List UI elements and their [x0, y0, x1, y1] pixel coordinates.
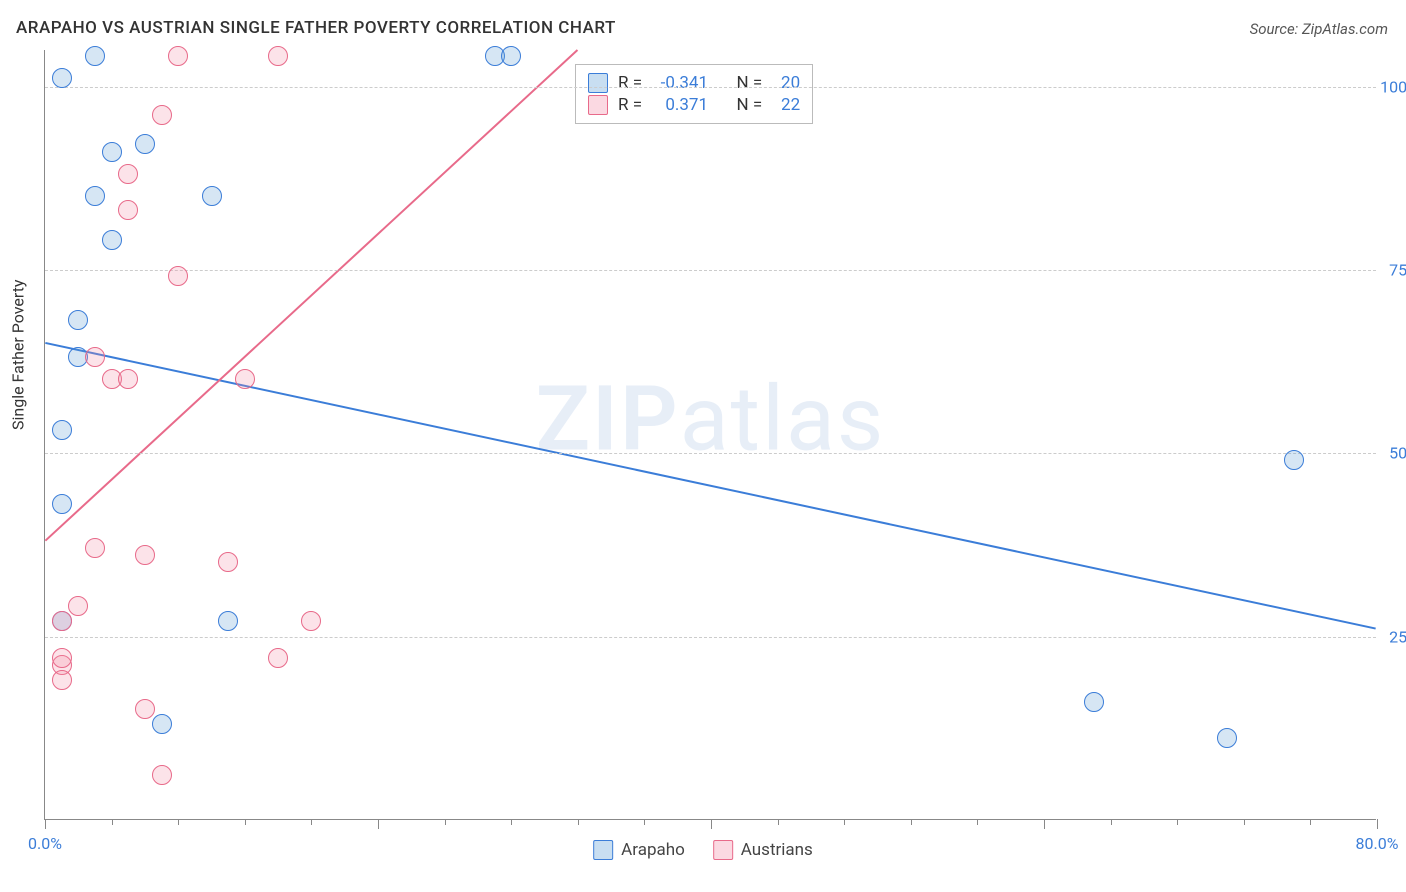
xtick-label: 0.0%: [28, 834, 62, 853]
label-r: R =: [618, 73, 642, 93]
data-point: [301, 611, 321, 631]
austrians-r-value: 0.371: [652, 95, 708, 115]
xtick-major: [1377, 819, 1378, 829]
xtick-minor: [178, 819, 179, 825]
data-point: [85, 347, 105, 367]
xtick-minor: [911, 819, 912, 825]
xtick-label: 80.0%: [1356, 834, 1399, 853]
data-point: [235, 369, 255, 389]
gridline-h: [45, 637, 1376, 638]
data-point: [85, 46, 105, 66]
xtick-minor: [644, 819, 645, 825]
data-point: [1284, 450, 1304, 470]
data-point: [268, 648, 288, 668]
xtick-minor: [511, 819, 512, 825]
gridline-h: [45, 270, 1376, 271]
legend-label-arapaho: Arapaho: [621, 840, 685, 860]
data-point: [118, 164, 138, 184]
y-axis-label: Single Father Poverty: [9, 279, 28, 430]
ytick-label: 50.0%: [1389, 444, 1406, 463]
gridline-h: [45, 453, 1376, 454]
xtick-minor: [445, 819, 446, 825]
data-point: [102, 142, 122, 162]
data-point: [152, 714, 172, 734]
arapaho-r-value: -0.341: [652, 73, 708, 93]
data-point: [102, 230, 122, 250]
trend-lines: [45, 50, 1376, 819]
xtick-minor: [1244, 819, 1245, 825]
data-point: [52, 611, 72, 631]
stats-row-arapaho: R = -0.341 N = 20: [588, 73, 800, 93]
arapaho-n-value: 20: [772, 73, 800, 93]
data-point: [268, 46, 288, 66]
data-point: [52, 68, 72, 88]
bottom-legend: Arapaho Austrians: [593, 840, 813, 860]
xtick-minor: [1111, 819, 1112, 825]
xtick-minor: [311, 819, 312, 825]
legend-swatch-arapaho: [593, 840, 613, 860]
data-point: [118, 200, 138, 220]
xtick-minor: [778, 819, 779, 825]
data-point: [202, 186, 222, 206]
stats-row-austrians: R = 0.371 N = 22: [588, 95, 800, 115]
legend-item-austrians: Austrians: [713, 840, 813, 860]
data-point: [85, 538, 105, 558]
xtick-major: [1044, 819, 1045, 829]
swatch-arapaho: [588, 73, 608, 93]
xtick-minor: [112, 819, 113, 825]
chart-title: ARAPAHO VS AUSTRIAN SINGLE FATHER POVERT…: [16, 18, 616, 38]
data-point: [135, 699, 155, 719]
data-point: [168, 46, 188, 66]
data-point: [218, 552, 238, 572]
data-point: [135, 134, 155, 154]
xtick-major: [45, 819, 46, 829]
data-point: [152, 765, 172, 785]
ytick-label: 25.0%: [1389, 627, 1406, 646]
austrians-n-value: 22: [772, 95, 800, 115]
gridline-h: [45, 87, 1376, 88]
data-point: [1217, 728, 1237, 748]
data-point: [52, 648, 72, 668]
legend-item-arapaho: Arapaho: [593, 840, 685, 860]
data-point: [152, 105, 172, 125]
xtick-minor: [1310, 819, 1311, 825]
ytick-label: 75.0%: [1389, 261, 1406, 280]
data-point: [52, 670, 72, 690]
xtick-minor: [844, 819, 845, 825]
label-r: R =: [618, 95, 642, 115]
xtick-major: [711, 819, 712, 829]
data-point: [68, 310, 88, 330]
data-point: [501, 46, 521, 66]
data-point: [68, 596, 88, 616]
label-n: N =: [736, 73, 762, 93]
trend-line-austrians: [45, 50, 577, 541]
data-point: [52, 420, 72, 440]
data-point: [218, 611, 238, 631]
data-point: [52, 494, 72, 514]
data-point: [118, 369, 138, 389]
data-point: [1084, 692, 1104, 712]
xtick-minor: [578, 819, 579, 825]
xtick-major: [378, 819, 379, 829]
stats-box: R = -0.341 N = 20 R = 0.371 N = 22: [575, 64, 813, 124]
chart-container: ARAPAHO VS AUSTRIAN SINGLE FATHER POVERT…: [0, 0, 1406, 892]
xtick-minor: [245, 819, 246, 825]
data-point: [168, 266, 188, 286]
ytick-label: 100.0%: [1380, 77, 1406, 96]
plot-area: ZIPatlas R = -0.341 N = 20 R = 0.371 N =…: [44, 50, 1376, 820]
swatch-austrians: [588, 95, 608, 115]
legend-label-austrians: Austrians: [741, 840, 813, 860]
xtick-minor: [977, 819, 978, 825]
label-n: N =: [736, 95, 762, 115]
xtick-minor: [1177, 819, 1178, 825]
source-label: Source: ZipAtlas.com: [1250, 20, 1388, 38]
legend-swatch-austrians: [713, 840, 733, 860]
data-point: [85, 186, 105, 206]
data-point: [135, 545, 155, 565]
